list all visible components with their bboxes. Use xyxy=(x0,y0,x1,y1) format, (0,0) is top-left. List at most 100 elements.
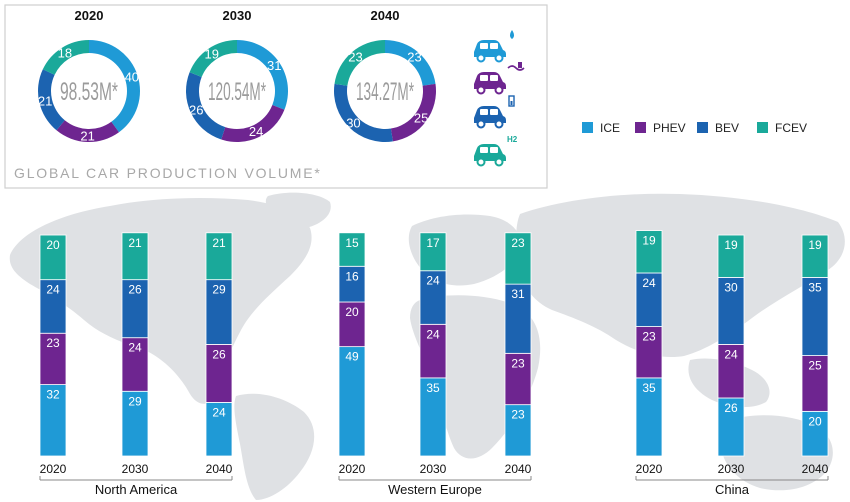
car-h2-icon: H2 xyxy=(474,135,518,167)
bar-segment-bev xyxy=(717,277,745,345)
plug-cable xyxy=(507,65,525,71)
donut-slice-label: 24 xyxy=(249,124,263,139)
car-wheel xyxy=(494,85,504,95)
car-window xyxy=(480,147,488,153)
bar-segment-fcev xyxy=(635,230,663,274)
bar-category-label: 2020 xyxy=(40,462,67,476)
bar-value-label: 35 xyxy=(426,381,440,395)
bar-value-label: 19 xyxy=(724,238,738,252)
bar-value-label: 17 xyxy=(426,236,440,250)
map-asia xyxy=(516,193,845,358)
bar-value-label: 25 xyxy=(808,359,822,373)
donut-center-total: 134.27M* xyxy=(356,78,414,106)
bar-category-label: 2040 xyxy=(505,462,532,476)
bar-segment-ice xyxy=(39,384,67,457)
car-window xyxy=(480,43,488,49)
donut-slice-label: 40 xyxy=(125,70,139,85)
bar-value-label: 23 xyxy=(46,336,60,350)
bar-segment-bev xyxy=(121,279,149,339)
bar-segment-fcev xyxy=(801,234,829,278)
battery-fill xyxy=(510,101,513,105)
legend-label: PHEV xyxy=(653,121,686,135)
legend: ICE PHEV BEV FCEV xyxy=(582,121,807,135)
car-window xyxy=(490,75,498,81)
legend-label: BEV xyxy=(715,121,739,135)
bar-segment-fcev xyxy=(717,234,745,278)
car-wheel xyxy=(494,119,504,129)
bar-value-label: 32 xyxy=(46,388,60,402)
bar-value-label: 30 xyxy=(724,280,738,294)
car-window xyxy=(490,43,498,49)
regional-stacked-bars: 322324202020292426212030242629212040Nort… xyxy=(39,230,829,497)
bar-segment-ice xyxy=(419,377,447,457)
car-window xyxy=(480,75,488,81)
bar-value-label: 24 xyxy=(426,327,440,341)
bar-value-label: 19 xyxy=(642,234,656,248)
bar-value-label: 23 xyxy=(511,356,525,370)
bar-category-label: 2030 xyxy=(420,462,447,476)
donut-slice-bev xyxy=(38,69,65,131)
region-label: China xyxy=(715,482,750,497)
battery-outline xyxy=(508,95,515,107)
bar-value-label: 23 xyxy=(642,330,656,344)
car-wheel xyxy=(476,53,486,63)
donut-title: 2040 xyxy=(371,8,400,23)
bar-value-label: 24 xyxy=(46,283,60,297)
legend-swatch xyxy=(757,122,768,133)
bar-category-label: 2030 xyxy=(718,462,745,476)
bar-value-label: 35 xyxy=(642,381,656,395)
legend-label: FCEV xyxy=(775,121,807,135)
bar-value-label: 26 xyxy=(212,347,226,361)
region-western-europe: 49 20 16 15 2020 35 24 24 17 2030 23 23 31 23 2040 West… xyxy=(338,232,532,497)
donut-slice-fcev xyxy=(189,40,237,78)
legend-swatch xyxy=(697,122,708,133)
donut-slice-phev xyxy=(221,104,285,143)
legend-item-ice: ICE xyxy=(582,121,620,135)
bar-segment-phev xyxy=(121,337,149,392)
plug-head xyxy=(518,62,522,68)
donut-slice-ice xyxy=(89,40,141,133)
donut-slice-label: 23 xyxy=(407,50,421,65)
donut-slice-ice xyxy=(385,40,436,86)
bar-value-label: 26 xyxy=(128,283,142,297)
bar-segment-phev xyxy=(338,301,366,348)
bar-value-label: 24 xyxy=(128,341,142,355)
donut-slice-label: 25 xyxy=(414,110,428,125)
map-south-america xyxy=(234,393,315,500)
bar-value-label: 16 xyxy=(345,269,359,283)
legend-label: ICE xyxy=(600,121,620,135)
bar-value-label: 20 xyxy=(46,238,60,252)
bar-segment-bev xyxy=(801,277,829,356)
bar-segment-fcev xyxy=(39,234,67,281)
bar-value-label: 24 xyxy=(426,274,440,288)
bar-value-label: 29 xyxy=(212,283,226,297)
bar-value-label: 21 xyxy=(128,236,142,250)
car-wheel xyxy=(476,119,486,129)
bar-value-label: 15 xyxy=(345,236,359,250)
bar-segment-phev xyxy=(205,343,233,403)
bar-segment-fcev xyxy=(338,232,366,267)
bar-segment-ice xyxy=(717,397,745,457)
bar-value-label: 24 xyxy=(642,276,656,290)
bar-value-label: 31 xyxy=(511,287,525,301)
donut-slice-fcev xyxy=(42,40,89,75)
bar-segment-bev xyxy=(635,272,663,327)
donut-slice-bev xyxy=(186,72,226,140)
bar-segment-bev xyxy=(205,279,233,345)
bar-value-label: 29 xyxy=(128,394,142,408)
bar-category-label: 2030 xyxy=(122,462,149,476)
bar-value-label: 23 xyxy=(511,236,525,250)
car-battery-icon xyxy=(474,95,515,129)
legend-swatch xyxy=(635,122,646,133)
donut-slice-bev xyxy=(334,83,393,142)
donut-slice-label: 21 xyxy=(80,128,94,143)
bar-segment-phev xyxy=(504,352,532,406)
region-north-america: 322324202020292426212030242629212040Nort… xyxy=(39,232,233,497)
donut-2030: 2030 31 24 26 19 120.54M* xyxy=(186,8,289,143)
legend-swatch xyxy=(582,122,593,133)
bar-value-label: 49 xyxy=(345,350,359,364)
bar-category-label: 2040 xyxy=(206,462,233,476)
bar-category-label: 2020 xyxy=(339,462,366,476)
car-wheel xyxy=(494,157,504,167)
